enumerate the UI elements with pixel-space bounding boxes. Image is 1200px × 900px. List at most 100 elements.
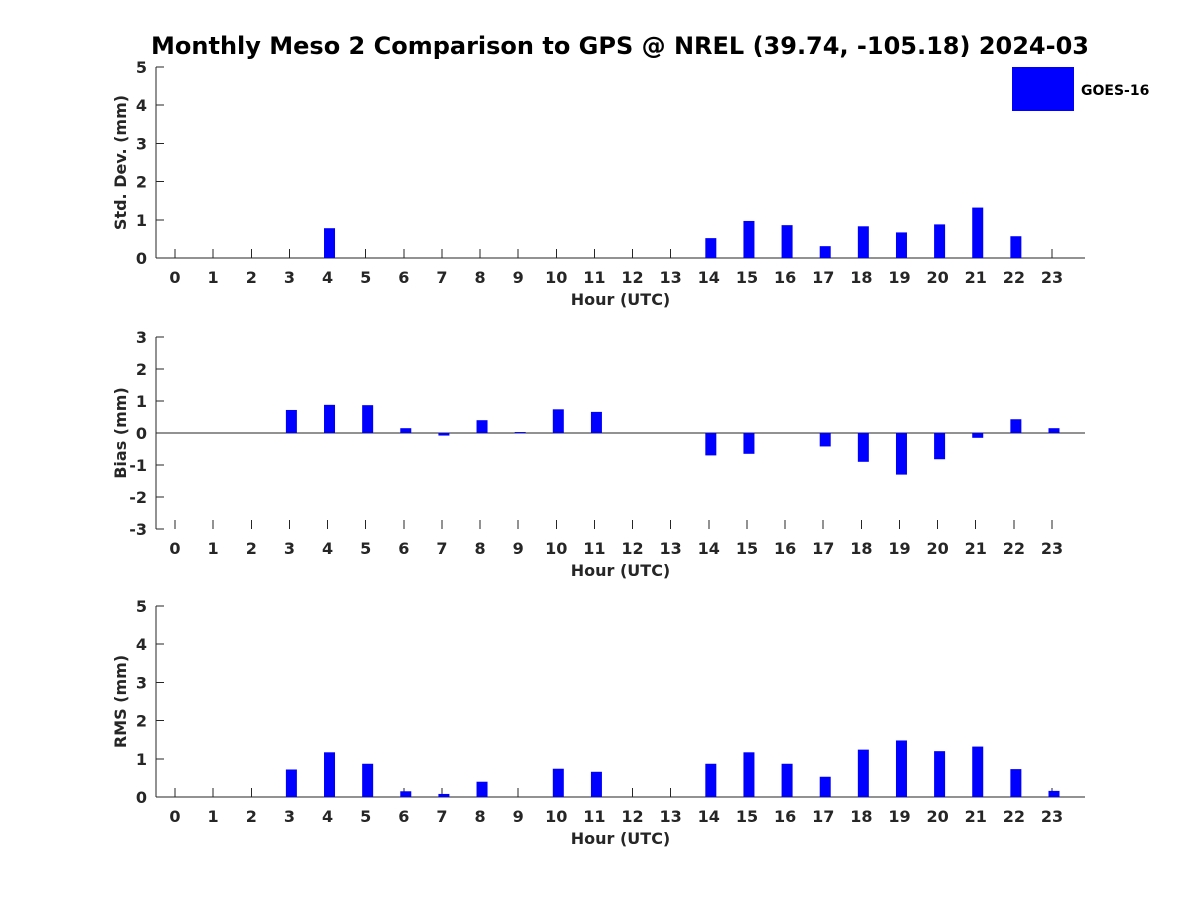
y-tick-label: 2 <box>136 360 147 379</box>
bar-hour-17 <box>819 776 831 797</box>
x-tick-label: 20 <box>926 268 948 287</box>
bar-hour-20 <box>934 751 946 797</box>
y-tick-label: 5 <box>136 597 147 616</box>
bar-hour-22 <box>1010 419 1022 433</box>
bar-hour-7 <box>438 433 450 436</box>
x-axis-label: Hour (UTC) <box>571 290 671 309</box>
bar-hour-19 <box>895 740 907 797</box>
x-tick-label: 2 <box>246 268 257 287</box>
x-tick-label: 3 <box>284 539 295 558</box>
x-tick-label: 23 <box>1041 539 1063 558</box>
x-tick-label: 19 <box>888 807 910 826</box>
y-tick-label: 1 <box>136 392 147 411</box>
y-tick-label: 4 <box>136 96 147 115</box>
x-tick-label: 11 <box>583 807 605 826</box>
bar-hour-14 <box>705 763 717 797</box>
y-tick-label: 3 <box>136 328 147 347</box>
x-tick-label: 19 <box>888 268 910 287</box>
x-tick-label: 17 <box>812 539 834 558</box>
bar-hour-3 <box>285 409 297 433</box>
bar-hour-14 <box>705 238 717 258</box>
bar-hour-11 <box>590 411 602 433</box>
legend-swatch <box>1012 67 1074 111</box>
x-tick-label: 1 <box>208 268 219 287</box>
bar-hour-5 <box>362 763 374 797</box>
x-tick-label: 18 <box>850 807 872 826</box>
x-tick-label: 16 <box>774 268 796 287</box>
bar-hour-6 <box>400 791 412 797</box>
bar-hour-17 <box>819 433 831 447</box>
y-tick-label: 1 <box>136 750 147 769</box>
x-tick-label: 10 <box>545 268 567 287</box>
x-axis-label: Hour (UTC) <box>571 561 671 580</box>
x-tick-label: 13 <box>660 539 682 558</box>
y-tick-label: 3 <box>136 673 147 692</box>
x-tick-label: 22 <box>1003 268 1025 287</box>
x-tick-label: 8 <box>474 807 485 826</box>
bar-hour-10 <box>552 768 564 797</box>
x-tick-label: 6 <box>398 268 409 287</box>
x-tick-label: 6 <box>398 539 409 558</box>
bar-hour-22 <box>1010 769 1022 797</box>
x-tick-label: 16 <box>774 807 796 826</box>
x-tick-label: 5 <box>360 268 371 287</box>
y-tick-label: 4 <box>136 635 147 654</box>
y-axis-label: Std. Dev. (mm) <box>111 95 130 230</box>
x-tick-label: 21 <box>965 268 987 287</box>
bar-hour-5 <box>362 405 374 433</box>
x-tick-label: 9 <box>513 268 524 287</box>
bar-hour-9 <box>514 432 526 434</box>
x-tick-label: 5 <box>360 539 371 558</box>
bar-hour-22 <box>1010 236 1022 258</box>
y-tick-label: 2 <box>136 712 147 731</box>
x-tick-label: 18 <box>850 539 872 558</box>
x-tick-label: 12 <box>621 539 643 558</box>
x-tick-label: 11 <box>583 268 605 287</box>
x-tick-label: 17 <box>812 268 834 287</box>
y-tick-label: -2 <box>129 488 147 507</box>
x-tick-label: 7 <box>436 268 447 287</box>
x-tick-label: 8 <box>474 539 485 558</box>
x-tick-label: 0 <box>169 807 180 826</box>
x-tick-label: 8 <box>474 268 485 287</box>
x-tick-label: 19 <box>888 539 910 558</box>
y-tick-label: 0 <box>136 424 147 443</box>
y-tick-label: 5 <box>136 58 147 77</box>
x-tick-label: 4 <box>322 807 333 826</box>
bar-hour-19 <box>895 232 907 258</box>
x-tick-label: 18 <box>850 268 872 287</box>
x-tick-label: 7 <box>436 539 447 558</box>
x-tick-label: 0 <box>169 539 180 558</box>
bar-hour-16 <box>781 763 793 797</box>
x-tick-label: 14 <box>698 268 720 287</box>
bar-hour-16 <box>781 225 793 258</box>
x-tick-label: 15 <box>736 268 758 287</box>
x-tick-label: 1 <box>208 807 219 826</box>
bar-hour-20 <box>934 224 946 258</box>
bar-hour-19 <box>895 433 907 475</box>
bar-hour-17 <box>819 246 831 258</box>
bar-hour-3 <box>285 769 297 797</box>
bar-hour-23 <box>1048 428 1060 433</box>
x-tick-label: 23 <box>1041 268 1063 287</box>
x-tick-label: 15 <box>736 807 758 826</box>
x-tick-label: 10 <box>545 807 567 826</box>
bar-hour-21 <box>972 746 984 797</box>
x-tick-label: 0 <box>169 268 180 287</box>
x-tick-label: 21 <box>965 807 987 826</box>
bar-hour-15 <box>743 433 755 454</box>
x-tick-label: 11 <box>583 539 605 558</box>
y-tick-label: 2 <box>136 173 147 192</box>
x-tick-label: 14 <box>698 539 720 558</box>
bar-hour-23 <box>1048 790 1060 797</box>
bar-hour-11 <box>590 771 602 797</box>
x-tick-label: 16 <box>774 539 796 558</box>
bar-hour-8 <box>476 420 488 433</box>
x-axis-label: Hour (UTC) <box>571 829 671 848</box>
x-tick-label: 5 <box>360 807 371 826</box>
bar-hour-15 <box>743 752 755 797</box>
